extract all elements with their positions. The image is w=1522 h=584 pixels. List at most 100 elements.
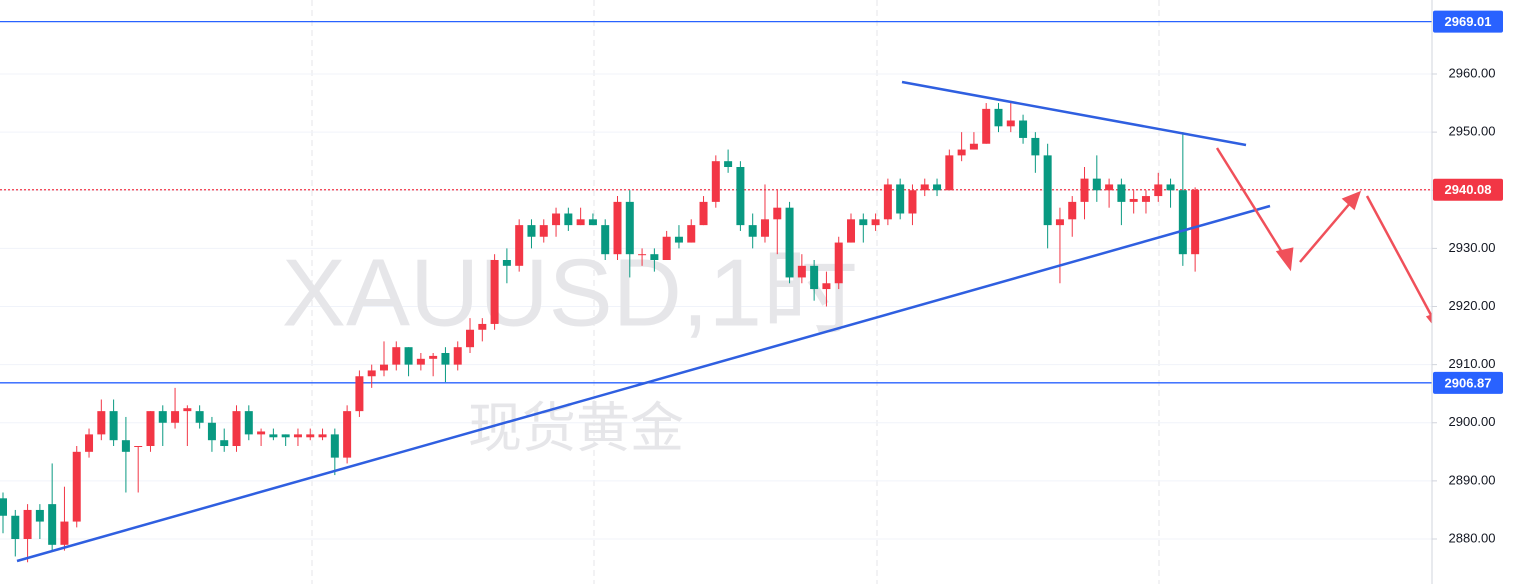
- candle-body: [883, 184, 892, 220]
- y-tick-label: 2960.00: [1449, 65, 1496, 80]
- candle-body: [1154, 184, 1163, 197]
- support-line: [16, 204, 1271, 563]
- candle-body: [773, 207, 782, 220]
- candle-body: [330, 434, 339, 458]
- candle-body: [638, 254, 647, 256]
- candle-body: [933, 184, 942, 191]
- candle-body: [109, 411, 118, 441]
- candle-body: [306, 434, 315, 438]
- candle-body: [625, 201, 634, 255]
- candle-body: [367, 370, 376, 377]
- y-tick-label: 2900.00: [1449, 414, 1496, 429]
- candle-body: [355, 376, 364, 412]
- candle-body: [490, 260, 499, 324]
- candle-body: [23, 509, 32, 540]
- grid: [0, 73, 1432, 540]
- watermark-subtitle: 现货黄金: [468, 398, 684, 458]
- candle-body: [416, 358, 425, 365]
- candle-body: [343, 411, 352, 458]
- price-label: 2906.87: [1445, 375, 1492, 390]
- candle-body: [588, 219, 597, 226]
- candle-body: [146, 411, 155, 447]
- price-axis: 2880.00 2890.00 2900.00 2910.00 2920.00 2930.…: [1432, 10, 1503, 545]
- axis-background: [1432, 0, 1522, 584]
- candle-body: [207, 422, 216, 441]
- candle-body: [1019, 120, 1028, 138]
- candle-body: [1117, 184, 1126, 202]
- candle-body: [220, 440, 229, 447]
- candle-body: [945, 155, 954, 191]
- watermark: XAUUSD,1时: [282, 239, 858, 346]
- price-label-box: [1433, 178, 1503, 201]
- candle-body: [662, 236, 671, 261]
- y-tick-label: 2910.00: [1449, 356, 1496, 371]
- candle-body: [1068, 201, 1077, 220]
- candle-body: [97, 411, 106, 435]
- candle-body: [502, 260, 511, 266]
- candle-body: [527, 225, 536, 237]
- candle-body: [281, 434, 290, 438]
- resistance-line: [901, 80, 1247, 147]
- candle-body: [244, 411, 253, 435]
- candle-body: [1166, 184, 1175, 191]
- candle-body: [0, 498, 7, 516]
- candle-body: [466, 329, 475, 348]
- candle-body: [871, 219, 880, 226]
- arrow: [1215, 147, 1292, 266]
- candle-body: [1006, 120, 1015, 127]
- candle-body: [48, 504, 57, 545]
- candle-body: [539, 225, 548, 237]
- candle-body: [1080, 178, 1089, 202]
- candle-body: [392, 347, 401, 365]
- candle-body: [515, 225, 524, 266]
- candle-body: [35, 509, 44, 522]
- candle-body: [429, 355, 438, 359]
- candle-body: [564, 213, 573, 226]
- candle-body: [760, 219, 769, 237]
- candle-body: [171, 411, 180, 423]
- candle-body: [72, 451, 81, 522]
- candle-body: [969, 143, 978, 150]
- candle-body: [748, 225, 757, 237]
- forecast-arrows: [1215, 147, 1444, 336]
- y-tick-label: 2950.00: [1449, 124, 1496, 139]
- candle-body: [699, 201, 708, 226]
- candle-body: [834, 242, 843, 284]
- candle-body: [1191, 189, 1200, 255]
- candle-body: [60, 521, 69, 545]
- price-label-box: [1433, 371, 1503, 394]
- candles: [0, 103, 1200, 563]
- candle-body: [158, 411, 167, 423]
- candle-body: [318, 434, 327, 438]
- candle-body: [293, 434, 302, 438]
- candle-body: [379, 364, 388, 371]
- candle-body: [478, 323, 487, 330]
- candle-body: [1092, 178, 1101, 191]
- candle-body: [822, 283, 831, 290]
- candle-body: [711, 161, 720, 202]
- candle-body: [613, 201, 622, 255]
- candle-body: [1055, 219, 1064, 226]
- candle-body: [982, 108, 991, 144]
- candle-body: [195, 411, 204, 423]
- candle-body: [736, 166, 745, 226]
- candle-body: [859, 219, 868, 226]
- candle-body: [687, 225, 696, 243]
- price-label: 2969.01: [1445, 14, 1492, 29]
- candle-body: [724, 161, 733, 167]
- candle-body: [11, 515, 20, 540]
- candle-body: [957, 149, 966, 156]
- vertical-grid: [311, 0, 1160, 584]
- candle-body: [232, 411, 241, 447]
- candle-body: [85, 434, 94, 452]
- candle-body: [121, 440, 130, 452]
- candle-body: [908, 190, 917, 214]
- candle-body: [847, 219, 856, 243]
- candle-body: [810, 265, 819, 290]
- candle-body: [576, 219, 585, 226]
- candle-body: [134, 446, 143, 448]
- price-label-box: [1433, 10, 1503, 33]
- y-tick-label: 2890.00: [1449, 472, 1496, 487]
- arrow: [1299, 194, 1358, 263]
